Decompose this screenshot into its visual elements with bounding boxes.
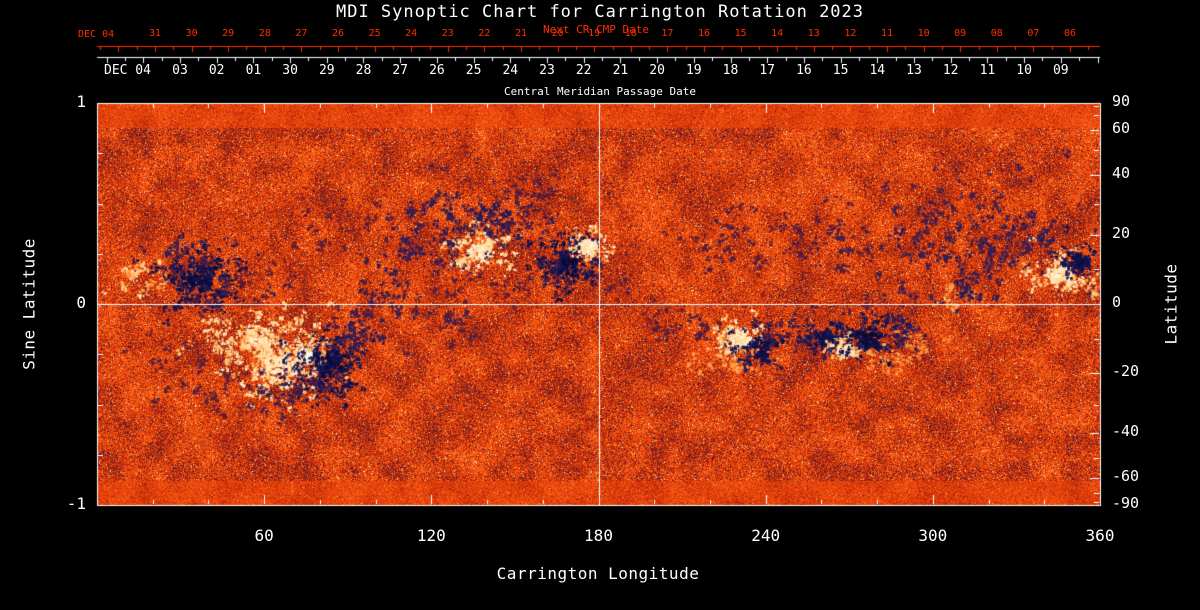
magnetogram-canvas	[0, 0, 1200, 610]
mdi-synoptic-chart-page: { "chart_data": { "type": "heatmap", "ti…	[0, 0, 1200, 610]
